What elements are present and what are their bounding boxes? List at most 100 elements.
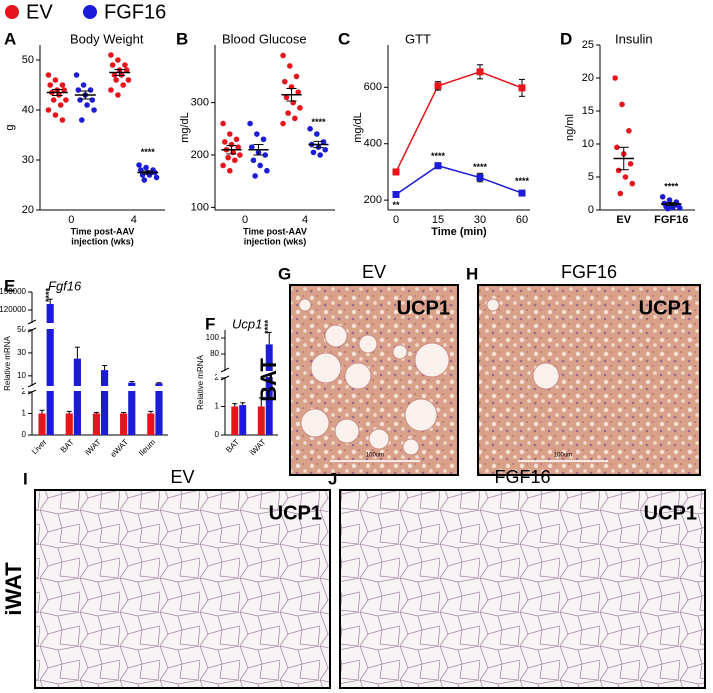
data-point xyxy=(59,117,66,123)
axis-break xyxy=(24,323,170,329)
lipid-droplet xyxy=(344,362,372,390)
data-point xyxy=(79,117,85,123)
data-point xyxy=(283,94,290,101)
chart-title: Ucp1 xyxy=(232,316,262,331)
data-point xyxy=(297,105,303,111)
panel-letter: A xyxy=(4,29,16,48)
row-label: BAT xyxy=(256,358,281,402)
data-point xyxy=(45,72,52,78)
x-tick-label: 0 xyxy=(68,214,74,226)
y-tick-label: 100 xyxy=(191,201,209,213)
data-point xyxy=(670,204,676,211)
micrograph xyxy=(477,284,701,476)
y-tick-label: 0 xyxy=(588,204,594,216)
data-point xyxy=(629,180,636,187)
data-point xyxy=(476,174,484,182)
data-point xyxy=(136,162,142,168)
x-tick-label: 0 xyxy=(393,214,399,226)
data-point xyxy=(320,139,327,145)
y-tick-label: 20 xyxy=(582,72,594,84)
data-point xyxy=(659,194,666,200)
chart-title: Body Weight xyxy=(70,31,144,46)
y-tick-label: 20 xyxy=(22,204,34,216)
bar xyxy=(231,406,239,435)
y-tick-label: 10 xyxy=(17,371,26,380)
data-point xyxy=(287,63,293,69)
image-title: FGF16 xyxy=(494,467,550,487)
data-point xyxy=(138,167,144,173)
y-tick-label: 25 xyxy=(582,39,594,51)
chart-title: Blood Glucose xyxy=(222,31,307,46)
x-tick-label: EV xyxy=(616,214,631,226)
y-axis-label: Relative mRNA xyxy=(196,355,205,410)
data-point xyxy=(237,152,243,158)
annotation: **** xyxy=(141,147,156,157)
data-point xyxy=(317,152,323,158)
y-tick-label: 40 xyxy=(22,104,34,116)
data-point xyxy=(677,205,683,211)
bar xyxy=(147,413,155,435)
data-point xyxy=(666,197,673,203)
lipid-droplet xyxy=(532,362,560,390)
y-axis-label: ng/ml xyxy=(564,114,576,141)
data-point xyxy=(314,131,320,137)
data-point xyxy=(220,162,226,169)
legend-label: EV xyxy=(26,1,53,23)
data-point xyxy=(307,126,313,132)
y-tick-label: 0 xyxy=(22,430,27,439)
chart-title: Fgf16 xyxy=(48,278,82,293)
data-point xyxy=(63,97,69,103)
data-point xyxy=(518,189,526,197)
bar xyxy=(155,383,163,435)
data-point xyxy=(392,168,400,176)
data-point xyxy=(59,82,66,88)
x-axis-label: Time post-AAV xyxy=(243,226,307,236)
data-point xyxy=(233,136,240,143)
data-point xyxy=(248,144,255,150)
panel-letter: G xyxy=(278,264,291,283)
break-mark xyxy=(27,389,37,395)
x-tick-label: FGF16 xyxy=(654,214,688,226)
stain-label: UCP1 xyxy=(644,502,697,524)
axis-break xyxy=(24,386,170,391)
data-point xyxy=(476,68,484,76)
x-tick-label: BAT xyxy=(59,437,76,454)
bar xyxy=(65,413,73,435)
lipid-droplet xyxy=(392,344,408,360)
x-tick-label: iWAT xyxy=(248,437,268,457)
data-point xyxy=(50,97,57,103)
data-point xyxy=(665,205,671,212)
annotation: **** xyxy=(664,181,679,191)
x-axis-label: injection (wks) xyxy=(71,236,134,246)
data-point xyxy=(235,144,242,150)
lipid-droplet xyxy=(402,438,420,456)
data-point xyxy=(280,52,286,59)
data-point xyxy=(617,190,624,197)
y-tick-label: 300 xyxy=(191,97,209,109)
y-axis-label: g xyxy=(4,124,16,130)
panel-letter: E xyxy=(4,276,15,295)
y-tick-label: 2 xyxy=(215,373,220,382)
lipid-droplet xyxy=(404,398,438,432)
data-point xyxy=(113,77,119,83)
bar xyxy=(46,304,54,435)
x-tick-label: BAT xyxy=(224,437,241,454)
data-point xyxy=(115,92,121,98)
data-point xyxy=(247,120,253,127)
bar xyxy=(92,413,100,435)
data-point xyxy=(141,177,148,183)
data-point xyxy=(622,174,629,180)
data-point xyxy=(108,52,114,58)
x-tick-label: 30 xyxy=(474,214,486,226)
lipid-droplet xyxy=(324,324,348,348)
data-point xyxy=(143,164,149,171)
image-title: FGF16 xyxy=(561,262,617,282)
image-title: EV xyxy=(362,262,386,282)
y-tick-label: 120000 xyxy=(0,305,27,314)
data-point xyxy=(392,190,400,198)
data-point xyxy=(120,82,126,88)
chart-title: GTT xyxy=(405,31,431,46)
data-point xyxy=(434,162,442,170)
break-mark xyxy=(27,382,37,388)
